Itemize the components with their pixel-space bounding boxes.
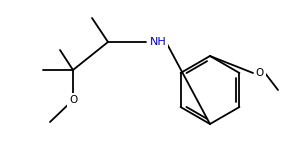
Text: NH: NH	[150, 37, 167, 47]
Text: O: O	[256, 68, 264, 78]
Text: O: O	[69, 95, 77, 105]
